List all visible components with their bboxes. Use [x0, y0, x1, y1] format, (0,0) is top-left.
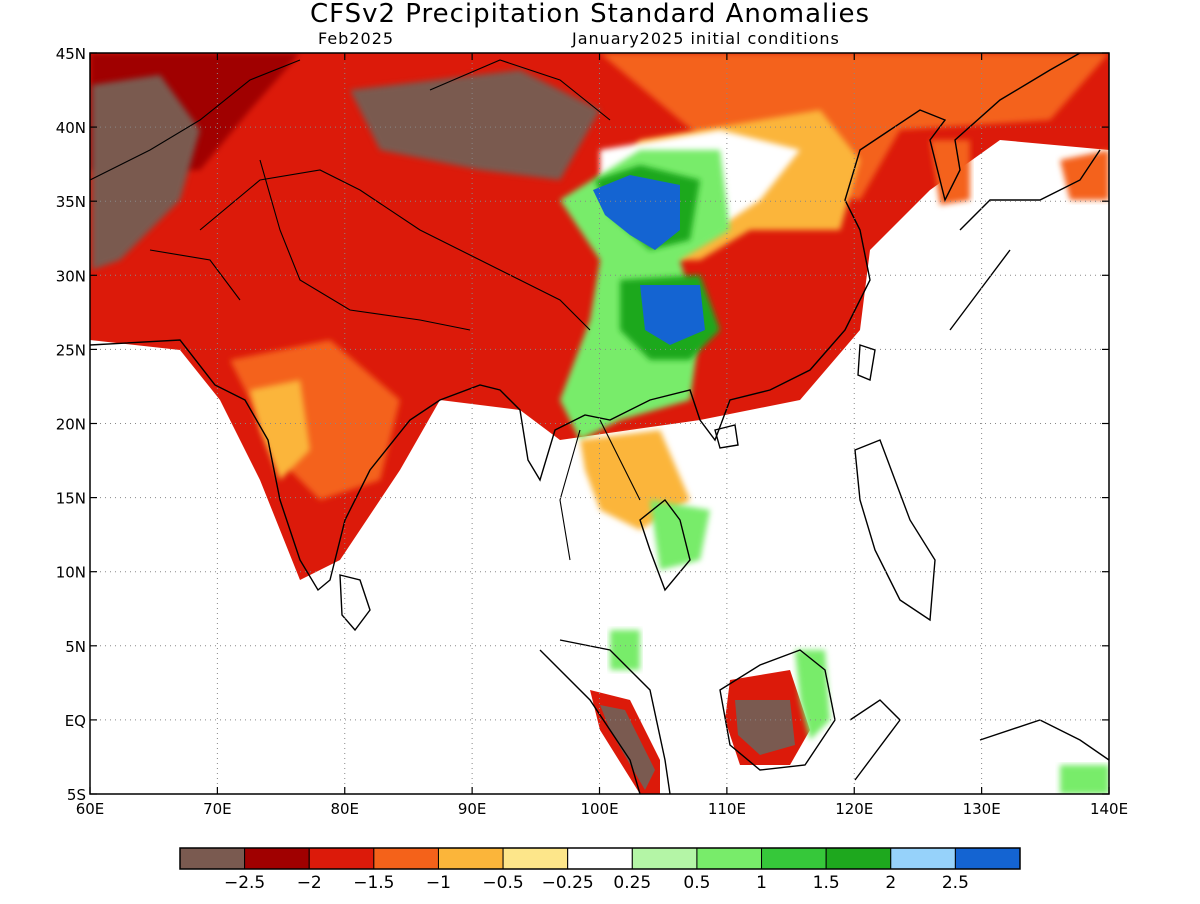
longitude-tick-label: 90E [458, 800, 487, 818]
anomaly-region-wet-new-guinea [1060, 765, 1109, 794]
anomaly-region-extreme-dry-sumatra [600, 705, 655, 790]
map-plot-area [90, 53, 1109, 794]
anomaly-region-moderate-dry-india [250, 380, 310, 480]
latitude-tick-label: 35N [56, 193, 86, 211]
sri-lanka-coastline [339, 574, 371, 632]
latitude-tick-label: 10N [56, 564, 86, 582]
national-borders [90, 59, 641, 561]
latitude-tick-label: 5N [65, 638, 86, 656]
hainan-coastline [714, 424, 739, 449]
longitude-tick-label: 130E [963, 800, 1001, 818]
longitude-tick-label: 120E [835, 800, 873, 818]
colorbar-swatch [631, 847, 698, 870]
map-gridlines [90, 53, 1109, 794]
longitude-tick-label: 140E [1090, 800, 1128, 818]
anomaly-region-wet-borneo [795, 650, 830, 740]
anomaly-region-extreme-dry-borneo [735, 700, 795, 755]
latitude-tick-label: 5S [67, 786, 86, 804]
latitude-tick-label: 30N [56, 267, 86, 285]
longitude-tick-label: 60E [76, 800, 105, 818]
mainland-coastline [90, 53, 1081, 592]
valid-month-label: Feb2025 [318, 29, 394, 48]
longitude-tick-label: 80E [330, 800, 359, 818]
initial-conditions-label: January2025 initial conditions [571, 29, 840, 48]
longitude-tick-label: 100E [580, 800, 618, 818]
longitude-tick-label: 110E [708, 800, 746, 818]
colorbar-tick-label: 1.5 [813, 873, 840, 893]
japan-coastline [949, 149, 1101, 331]
colorbar-swatch [567, 847, 633, 870]
anomaly-region-wet-vietnam [650, 500, 710, 570]
anomaly-region-extreme-dry-tibet [350, 70, 600, 180]
colorbar-tick-label: 0.25 [613, 873, 651, 893]
latitude-tick-label: 15N [56, 490, 86, 508]
colorbar-tick-label: −2 [297, 873, 322, 893]
colorbar-tick-label: 1 [756, 873, 767, 893]
anomaly-region-wet-malaysia [610, 630, 640, 670]
colorbar-swatch [244, 847, 310, 870]
anomaly-region-dry-india [230, 340, 400, 500]
colorbar-swatch [308, 847, 375, 870]
longitude-tick-label: 70E [203, 800, 232, 818]
colorbar-tick-label: 2 [885, 873, 896, 893]
colorbar-swatch [890, 847, 956, 870]
coastlines [90, 53, 1109, 794]
colorbar-swatch [761, 847, 827, 870]
colorbar-swatch [437, 847, 504, 870]
chart-title: CFSv2 Precipitation Standard Anomalies [310, 0, 870, 29]
philippines-coastline [854, 439, 936, 622]
colorbar-tick-label: −0.25 [542, 873, 594, 893]
colorbar-swatch [954, 847, 1021, 870]
colorbar-tick-label: −0.5 [482, 873, 523, 893]
colorbar-tick-label: −2.5 [224, 873, 265, 893]
latitude-tick-label: 25N [56, 341, 86, 359]
colorbar-swatch [825, 847, 892, 870]
anomaly-region-extreme-dry-west [92, 75, 200, 270]
latitude-tick-label: 40N [56, 119, 86, 137]
anomaly-region-dry-korea [930, 140, 970, 205]
anomaly-region-dry-north-china [600, 53, 1109, 200]
colorbar-swatch [373, 847, 439, 870]
latitude-tick-label: EQ [65, 712, 86, 730]
anomaly-region-extreme-wet-sichuan [593, 175, 680, 250]
colorbar-tick-label: −1.5 [353, 873, 394, 893]
taiwan-coastline [857, 344, 876, 381]
new-guinea-coastline [979, 719, 1109, 761]
latitude-tick-label: 45N [56, 45, 86, 63]
sumatra-coastline [539, 639, 671, 794]
anomaly-region-extreme-wet-yunnan [640, 285, 705, 345]
map-axis-ticks: 60E 70E 80E 90E 100E 110E 120E 130E 140E 45N 40N 35… [56, 45, 1128, 818]
colorbar-swatch [696, 847, 763, 870]
colorbar-legend: −2.5 −2 −1.5 −1 −0.5 −0.25 0.25 0.5 1 1.5 2 2.5 [179, 847, 1021, 893]
indochina-coastline [639, 499, 691, 592]
anomaly-region-dry-japan [1060, 150, 1109, 200]
colorbar-swatch [179, 847, 246, 870]
colorbar-frame [179, 847, 1021, 870]
colorbar-tick-label: −1 [426, 873, 451, 893]
colorbar-swatch [502, 847, 569, 870]
colorbar-tick-label: 2.5 [942, 873, 969, 893]
latitude-tick-label: 20N [56, 416, 86, 434]
colorbar-tick-label: 0.5 [683, 873, 710, 893]
